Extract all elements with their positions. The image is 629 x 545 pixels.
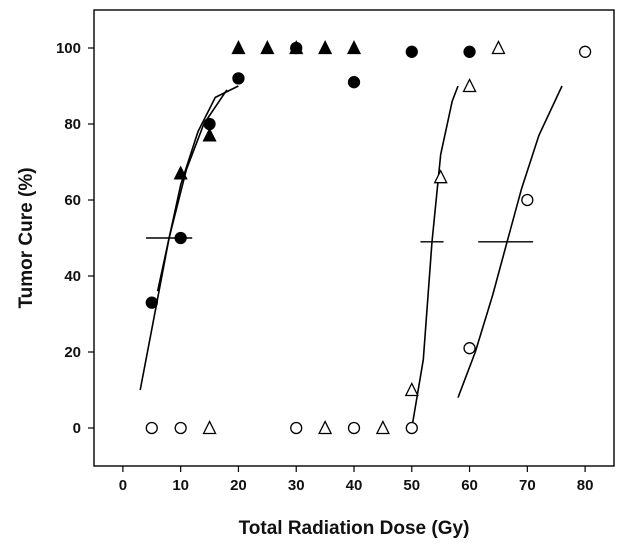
- x-tick-label: 30: [288, 477, 305, 494]
- filled-circle-point: [232, 72, 245, 85]
- filled-circle-point: [347, 76, 361, 89]
- open-circle-point: [405, 421, 418, 435]
- fit-curve: [156, 85, 239, 292]
- open-triangle-point: [433, 169, 448, 184]
- y-tick-label: 80: [64, 116, 81, 133]
- y-tick-label: 20: [64, 344, 81, 361]
- x-tick-label: 50: [403, 477, 420, 494]
- x-axis-ticks: 0 10 20 30 40 50 60 70 80: [119, 466, 594, 494]
- filled-circle-point: [405, 45, 418, 58]
- open-triangle-point: [202, 420, 217, 435]
- filled-circle-point: [174, 231, 187, 245]
- x-tick-label: 60: [461, 477, 478, 494]
- fit-curves: [139, 85, 563, 429]
- filled-triangle-point: [346, 40, 362, 55]
- x-tick-label: 0: [119, 477, 127, 494]
- open-circle-point: [463, 342, 476, 355]
- filled-circle-point: [463, 45, 476, 58]
- filled-triangle-point: [260, 40, 275, 55]
- x-tick-label: 20: [230, 477, 247, 494]
- y-tick-label: 60: [64, 192, 81, 209]
- open-circle-point: [290, 421, 303, 435]
- x-tick-label: 40: [346, 477, 363, 494]
- fit-curve: [411, 85, 459, 429]
- y-tick-label: 0: [73, 420, 81, 437]
- y-axis-ticks: 0 20 40 60 80 100: [56, 40, 94, 437]
- open-circle-point: [174, 421, 187, 435]
- open-circle-point: [578, 45, 592, 58]
- y-tick-label: 40: [64, 268, 81, 285]
- x-tick-label: 10: [172, 477, 189, 494]
- filled-triangle-point: [231, 40, 246, 55]
- x-axis-title: Total Radiation Dose (Gy): [239, 518, 470, 539]
- filled-circle-point: [203, 117, 216, 131]
- y-axis-title: Tumor Cure (%): [16, 167, 37, 308]
- x-tick-label: 70: [519, 477, 536, 494]
- filled-triangle-point: [173, 165, 188, 180]
- open-triangle-point: [404, 382, 419, 397]
- data-points: [145, 40, 592, 435]
- open-triangle-point: [375, 420, 390, 435]
- open-triangle-point: [491, 40, 506, 55]
- open-circle-point: [521, 193, 534, 207]
- open-triangle-point: [318, 420, 333, 435]
- x-tick-label: 80: [577, 477, 594, 494]
- filled-triangle-point: [202, 127, 217, 142]
- open-circle-point: [347, 421, 361, 435]
- filled-circle-point: [290, 41, 303, 55]
- filled-circle-point: [145, 296, 158, 309]
- tcd50-markers: [146, 237, 534, 243]
- filled-triangle-point: [318, 40, 333, 55]
- y-tick-label: 100: [56, 40, 81, 57]
- open-triangle-point: [462, 78, 477, 93]
- open-circle-point: [145, 421, 158, 435]
